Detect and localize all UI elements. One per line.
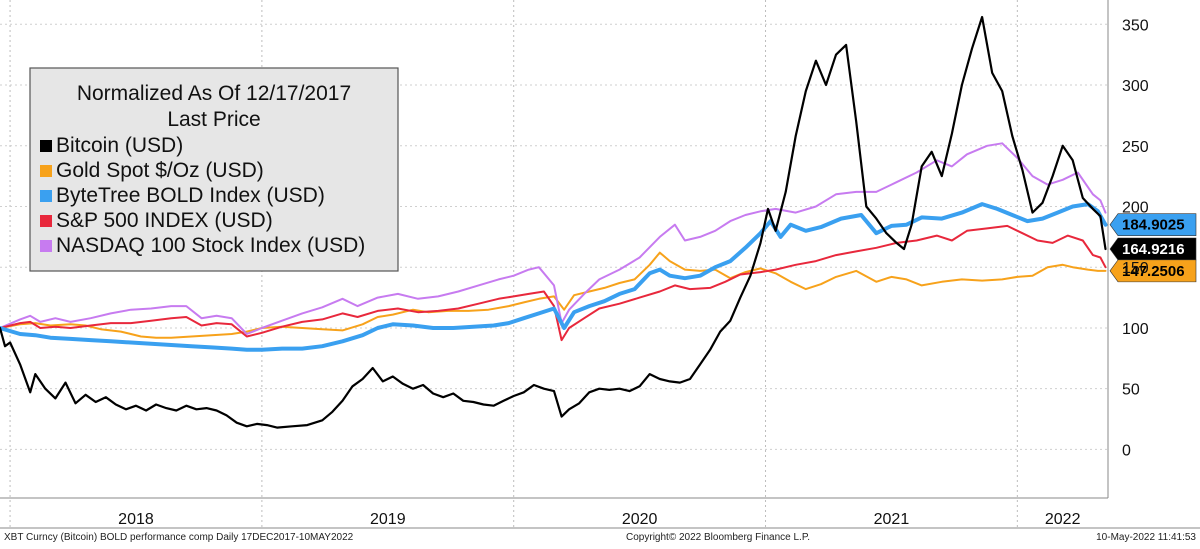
grid-layer xyxy=(0,0,1108,528)
last-price-tag-0 xyxy=(1109,237,1197,261)
footer-description: XBT Curncy (Bitcoin) BOLD performance co… xyxy=(4,532,354,543)
last-price-tag-label-2: 184.9025 xyxy=(1122,217,1185,234)
last-price-tag-label-0: 164.9216 xyxy=(1122,241,1185,258)
last-price-tags: 184.9025 164.9216 147.2506 xyxy=(1109,213,1197,283)
series-line-4 xyxy=(0,142,1107,335)
legend-swatch-nasdaq xyxy=(40,240,52,252)
y-tick-label: 100 xyxy=(1122,321,1149,338)
legend-label-bold: ByteTree BOLD Index (USD) xyxy=(56,184,325,207)
y-tick-label: 300 xyxy=(1122,78,1149,95)
legend-title: Normalized As Of 12/17/2017 xyxy=(77,82,351,105)
last-price-tag-2 xyxy=(1109,213,1197,237)
x-tick-label: 2018 xyxy=(118,511,154,528)
y-tick-label: 350 xyxy=(1122,17,1149,34)
legend-label-gold: Gold Spot $/Oz (USD) xyxy=(56,159,264,182)
last-price-tag-label-1: 147.2506 xyxy=(1122,263,1185,280)
footer-timestamp: 10-May-2022 11:41:53 xyxy=(1096,532,1196,543)
x-tick-label: 2021 xyxy=(874,511,910,528)
x-axis: 2018 2019 2020 2021 2022 xyxy=(0,497,1200,529)
x-tick-label: 2022 xyxy=(1045,511,1081,528)
legend-swatch-gold xyxy=(40,165,52,177)
last-price-tag-1 xyxy=(1109,259,1197,283)
series-line-0 xyxy=(0,15,1107,429)
series-line-3 xyxy=(0,224,1107,342)
series-line-2 xyxy=(0,202,1108,352)
legend-label-nasdaq: NASDAQ 100 Stock Index (USD) xyxy=(56,234,365,257)
y-tick-label: 0 xyxy=(1122,442,1131,459)
footer-copyright: Copyright© 2022 Bloomberg Finance L.P. xyxy=(626,532,810,543)
series-layer xyxy=(0,15,1108,429)
y-tick-label: 250 xyxy=(1122,139,1149,156)
legend: Normalized As Of 12/17/2017 Last Price B… xyxy=(29,67,399,272)
legend-swatch-bold xyxy=(40,190,52,202)
legend-subtitle: Last Price xyxy=(167,108,260,131)
series-line-1 xyxy=(0,251,1107,339)
x-tick-label: 2020 xyxy=(622,511,658,528)
x-tick-label: 2019 xyxy=(370,511,406,528)
legend-box xyxy=(29,67,399,272)
y-axis: 0 50 100 150 200 250 300 350 xyxy=(1107,0,1149,498)
y-tick-label: 150 xyxy=(1122,260,1149,277)
legend-label-sp500: S&P 500 INDEX (USD) xyxy=(56,209,273,232)
legend-label-bitcoin: Bitcoin (USD) xyxy=(56,134,183,157)
footer: XBT Curncy (Bitcoin) BOLD performance co… xyxy=(4,532,1196,543)
legend-swatch-sp500 xyxy=(40,215,52,227)
y-tick-label: 200 xyxy=(1122,199,1149,216)
legend-swatch-bitcoin xyxy=(40,140,52,152)
y-tick-label: 50 xyxy=(1122,382,1140,399)
